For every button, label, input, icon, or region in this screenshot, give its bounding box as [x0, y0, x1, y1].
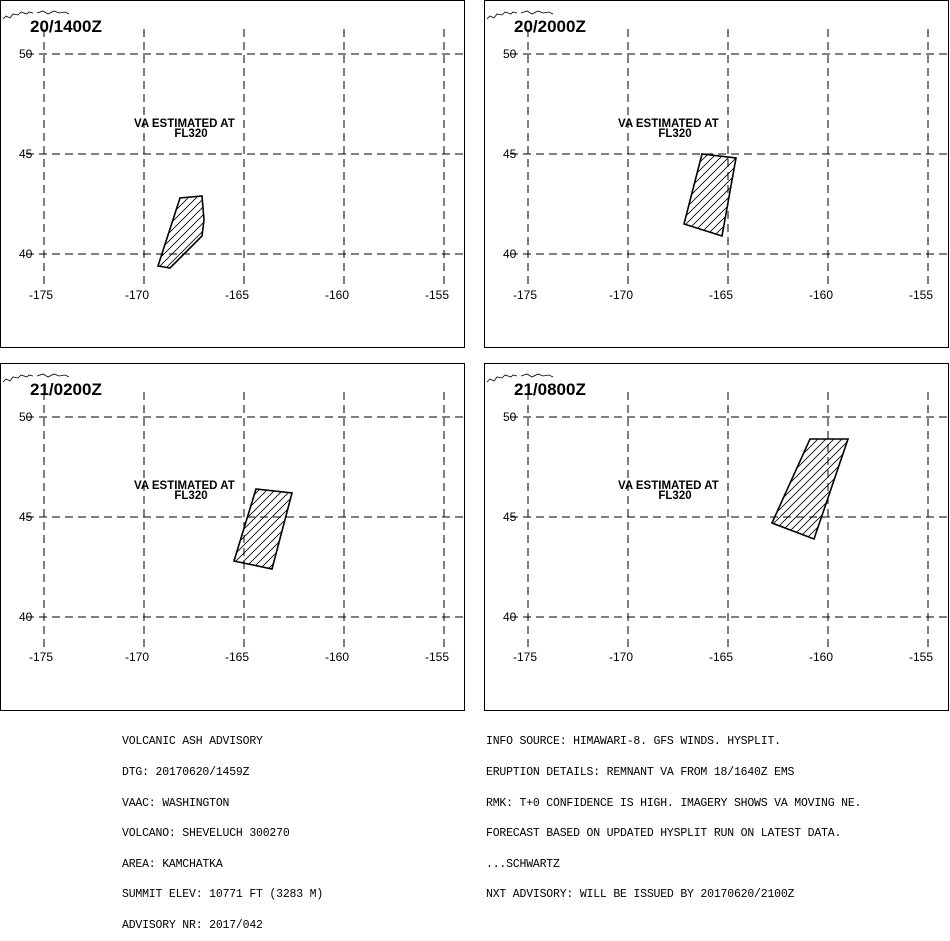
va-estimate-label: VA ESTIMATED AT: [618, 480, 719, 492]
lon-tick-label: -160: [809, 288, 834, 302]
va-estimate-label: VA ESTIMATED AT: [618, 118, 719, 130]
map-canvas: [2, 373, 464, 651]
lon-tick-label: -170: [125, 288, 150, 302]
lat-tick-label: 40: [19, 610, 33, 624]
advisory-line: DTG: 20170620/1459Z: [122, 766, 250, 780]
coastline-scribble: [2, 373, 70, 383]
lon-tick-label: -165: [709, 288, 734, 302]
lon-tick-label: -175: [29, 650, 54, 664]
advisory-line: RMK: T+0 CONFIDENCE IS HIGH. IMAGERY SHO…: [486, 796, 862, 810]
advisory-line: SUMMIT ELEV: 10771 FT (3283 M): [122, 888, 324, 902]
advisory-line: VAAC: WASHINGTON: [122, 796, 230, 810]
flight-level-label: FL320: [658, 490, 692, 502]
lat-tick-label: 50: [503, 47, 517, 61]
lon-tick-label: -175: [29, 288, 54, 302]
lat-tick-label: 45: [503, 147, 517, 161]
lat-tick-label: 45: [503, 510, 517, 524]
flight-level-label: FL320: [174, 490, 208, 502]
advisory-text-right: INFO SOURCE: HIMAWARI-8. GFS WINDS. HYSP…: [486, 717, 861, 911]
lon-tick-label: -155: [425, 650, 450, 664]
ash-cloud-polygon: [770, 438, 850, 541]
lat-tick-label: 50: [503, 410, 517, 424]
va-estimate-label: VA ESTIMATED AT: [134, 480, 235, 492]
advisory-line: INFO SOURCE: HIMAWARI-8. GFS WINDS. HYSP…: [486, 735, 781, 749]
flight-level-label: FL320: [174, 128, 208, 140]
lon-tick-label: -155: [909, 288, 934, 302]
ash-cloud-polygon: [683, 153, 737, 238]
lon-tick-label: -155: [909, 650, 934, 664]
panel-time-label: 20/2000Z: [514, 17, 586, 36]
map-panel-2: 20/2000Z VA ESTIMATED AT FL320 50 45 40 …: [484, 0, 949, 348]
ash-cloud-polygon: [156, 195, 205, 269]
coastline-scribble: [486, 373, 554, 383]
panel-time-label: 21/0200Z: [30, 380, 102, 399]
lat-tick-label: 45: [19, 147, 33, 161]
lat-tick-label: 40: [503, 247, 517, 261]
lon-tick-label: -160: [325, 650, 350, 664]
advisory-text-left: VOLCANIC ASH ADVISORY DTG: 20170620/1459…: [122, 717, 323, 941]
panel-time-label: 21/0800Z: [514, 380, 586, 399]
lon-tick-label: -155: [425, 288, 450, 302]
map-canvas: [486, 373, 948, 651]
advisory-line: NXT ADVISORY: WILL BE ISSUED BY 20170620…: [486, 888, 795, 902]
advisory-line: VOLCANO: SHEVELUCH 300270: [122, 827, 290, 841]
flight-level-label: FL320: [658, 128, 692, 140]
lat-tick-label: 45: [19, 510, 33, 524]
map-panel-1: 20/1400Z VA ESTIMATED AT FL320 50 45 40 …: [0, 0, 465, 348]
lat-tick-label: 50: [19, 47, 33, 61]
map-canvas: [486, 10, 948, 288]
advisory-line: FORECAST BASED ON UPDATED HYSPLIT RUN ON…: [486, 827, 842, 841]
advisory-line: ...SCHWARTZ: [486, 857, 560, 871]
lon-tick-label: -165: [225, 288, 250, 302]
lon-tick-label: -160: [325, 288, 350, 302]
lon-tick-label: -170: [609, 650, 634, 664]
advisory-line: ADVISORY NR: 2017/042: [122, 919, 263, 933]
lat-tick-label: 40: [19, 247, 33, 261]
map-panel-4: 21/0800Z VA ESTIMATED AT FL320 50 45 40 …: [484, 363, 949, 711]
lon-tick-label: -170: [125, 650, 150, 664]
va-estimate-label: VA ESTIMATED AT: [134, 118, 235, 130]
advisory-line: AREA: KAMCHATKA: [122, 857, 223, 871]
coastline-scribble: [2, 10, 70, 20]
lat-tick-label: 50: [19, 410, 33, 424]
panel-time-label: 20/1400Z: [30, 17, 102, 36]
advisory-line: ERUPTION DETAILS: REMNANT VA FROM 18/164…: [486, 766, 795, 780]
lon-tick-label: -160: [809, 650, 834, 664]
lon-tick-label: -175: [513, 650, 538, 664]
lon-tick-label: -165: [225, 650, 250, 664]
lat-tick-label: 40: [503, 610, 517, 624]
map-panel-3: 21/0200Z VA ESTIMATED AT FL320 50 45 40 …: [0, 363, 465, 711]
lon-tick-label: -175: [513, 288, 538, 302]
ash-cloud-polygon: [232, 488, 294, 570]
advisory-line: VOLCANIC ASH ADVISORY: [122, 735, 263, 749]
lon-tick-label: -170: [609, 288, 634, 302]
lon-tick-label: -165: [709, 650, 734, 664]
map-canvas: [2, 10, 464, 288]
coastline-scribble: [486, 10, 554, 20]
